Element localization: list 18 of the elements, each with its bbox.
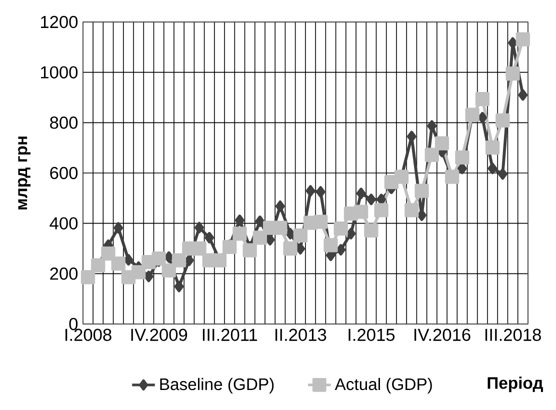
y-tick-label: 1200 (40, 16, 78, 28)
y-tick-label: 0 (69, 318, 78, 330)
legend-label: Baseline (GDP) (160, 378, 274, 394)
y-tick-label: 1000 (40, 66, 78, 78)
y-tick-label: 800 (50, 116, 78, 129)
y-axis-title: млрд грн (18, 136, 31, 210)
x-axis-title: Період (488, 376, 543, 392)
y-tick-label: 200 (50, 268, 78, 280)
y-tick-label: 400 (50, 217, 78, 230)
x-tick-label: III.2018 (485, 328, 541, 341)
x-tick-label: I.2008 (66, 328, 112, 341)
legend-label: Actual (GDP) (334, 378, 432, 394)
x-tick-label: IV.2016 (414, 328, 470, 341)
x-tick-label: III.2011 (202, 328, 258, 341)
x-tick-label: IV.2009 (131, 328, 188, 341)
x-tick-label: II.2013 (275, 328, 326, 341)
x-tick-label: I.2015 (348, 328, 395, 341)
y-tick-label: 600 (50, 166, 78, 180)
